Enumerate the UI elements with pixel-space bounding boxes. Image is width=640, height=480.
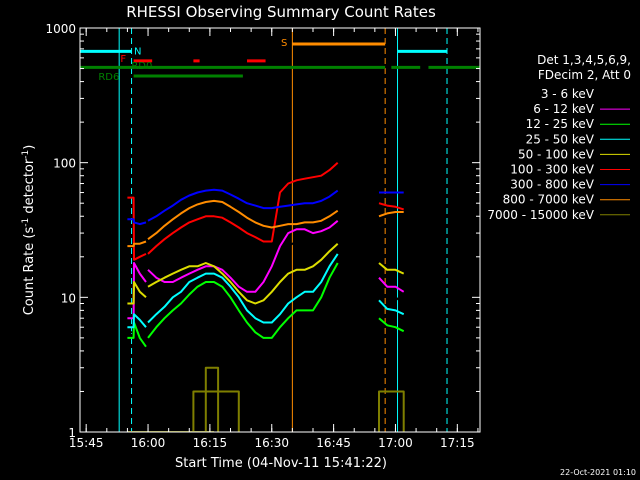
series-line-25-50-kev (147, 253, 339, 324)
legend-label: 3 - 6 keV (541, 87, 595, 101)
series-line-25-50-kev (127, 313, 147, 329)
series-line-800-7000-kev (147, 199, 339, 241)
status-bar-label-s: S (281, 38, 287, 49)
status-bar-label-rd6: RD6 (98, 72, 119, 83)
y-tick-label: 1 (68, 426, 76, 440)
legend-label: 100 - 300 keV (510, 163, 594, 177)
legend-label: 7000 - 15000 keV (487, 208, 594, 222)
y-axis-label-exponent: -1 (21, 218, 31, 227)
series-line-6-12-kev (127, 262, 147, 320)
plot-area-frame (79, 27, 481, 433)
x-tick-label: 16:30 (254, 436, 289, 450)
x-axis-label: Start Time (04-Nov-11 15:41:22) (175, 456, 387, 471)
legend-label: 25 - 50 keV (526, 132, 595, 146)
legend-label: 50 - 100 keV (518, 147, 595, 161)
series-line-12-25-kev (378, 317, 405, 333)
legend-label: 6 - 12 keV (533, 102, 595, 116)
y-axis-label-middle: detector (22, 158, 37, 218)
y-axis-label-exponent-2: -1 (21, 150, 31, 159)
series-line-50-100-kev (127, 281, 147, 305)
y-axis-label-start: Count Rate (s (22, 227, 37, 316)
series-line-100-300-kev (147, 161, 339, 255)
x-tick-label: 15:45 (69, 436, 104, 450)
legend-label: 12 - 25 keV (526, 117, 595, 131)
series-line-25-50-kev (378, 299, 405, 316)
footer-date: 22-Oct-2021 01:10 (560, 468, 636, 477)
legend-header-line-2: FDecim 2, Att 0 (538, 68, 631, 82)
series-line-50-100-kev (147, 242, 339, 305)
legend-label: 800 - 7000 keV (503, 193, 595, 207)
legend-header-line-1: Det 1,3,4,5,6,9, (537, 53, 631, 67)
series-line-7000-15000-kev (378, 390, 405, 432)
series-line-800-7000-kev (378, 211, 404, 218)
series-line-3-6-kev (147, 226, 339, 305)
series-line-100-300-kev (378, 202, 405, 211)
series-line-300-800-kev (147, 188, 339, 222)
series-line-3-6-kev (378, 290, 405, 305)
legend-label: 300 - 800 keV (510, 178, 594, 192)
x-tick-label: 17:15 (440, 436, 475, 450)
series-line-12-25-kev (147, 262, 339, 339)
status-bar-label-n: N (134, 47, 141, 58)
chart-title: RHESSI Observing Summary Count Rates (126, 3, 436, 21)
x-tick-label: 17:00 (378, 436, 413, 450)
status-bar-label-rd0: RD0 (131, 61, 152, 72)
series-line-7000-15000-kev (204, 366, 220, 432)
series-line-300-800-kev (127, 218, 147, 226)
x-tick-label: 16:15 (193, 436, 228, 450)
series-line-100-300-kev (127, 196, 147, 261)
x-tick-label: 16:00 (131, 436, 166, 450)
series-line-6-12-kev (147, 220, 339, 293)
series-line-800-7000-kev (127, 240, 147, 248)
status-bar-label-f: F (120, 54, 126, 65)
y-axis-label: Count Rate (s-1 detector-1) (21, 145, 37, 316)
y-tick-label: 1000 (45, 22, 76, 36)
series-line-50-100-kev (378, 262, 405, 275)
x-tick-label: 16:45 (316, 436, 351, 450)
y-axis-label-end: ) (22, 145, 37, 150)
y-tick-label: 10 (61, 291, 76, 305)
series-line-6-12-kev (378, 277, 405, 293)
series-line-12-25-kev (127, 321, 147, 348)
y-tick-label: 100 (53, 157, 76, 171)
series-line-7000-15000-kev (192, 390, 240, 432)
